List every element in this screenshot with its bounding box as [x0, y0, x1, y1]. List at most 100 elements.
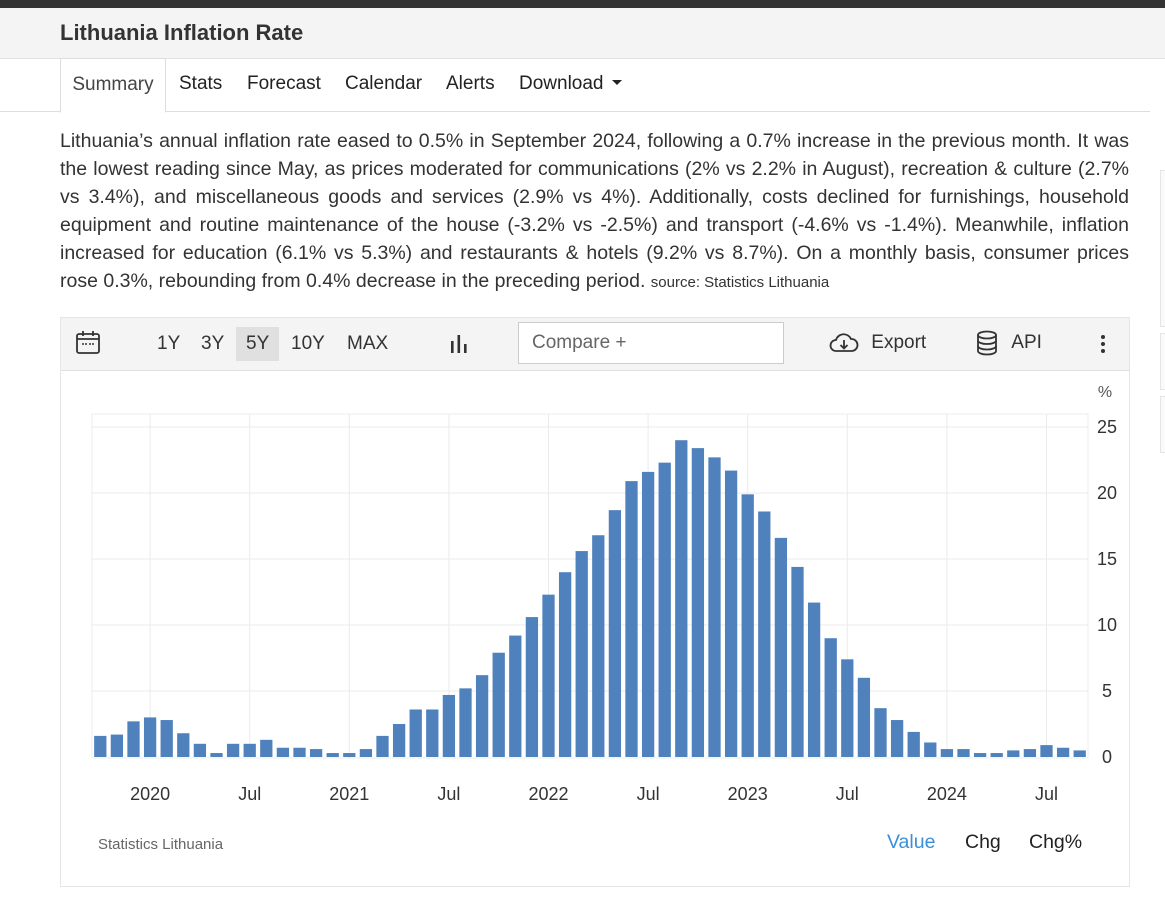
- bar-2023-11: [907, 731, 920, 757]
- bar-chart-icon[interactable]: [449, 333, 469, 361]
- period-5y[interactable]: 5Y: [236, 327, 280, 361]
- export-button[interactable]: Export: [828, 330, 926, 356]
- bar-2024-04: [990, 753, 1003, 757]
- bar-2020-07: [243, 743, 256, 757]
- y-tick-label: 25: [1097, 417, 1117, 437]
- y-tick-label: 10: [1097, 615, 1117, 635]
- x-tick-label: 2020: [130, 784, 170, 801]
- title-bar: Lithuania Inflation Rate: [0, 8, 1165, 59]
- bar-2022-09: [675, 440, 688, 757]
- bar-2020-05: [210, 753, 223, 757]
- bar-2023-04: [791, 566, 804, 757]
- period-1y[interactable]: 1Y: [157, 333, 181, 354]
- bar-2021-12: [525, 617, 539, 757]
- page-title: Lithuania Inflation Rate: [60, 20, 304, 45]
- bar-2021-08: [459, 688, 472, 757]
- bar-2023-05: [807, 602, 821, 757]
- bar-2023-07: [841, 659, 854, 757]
- summary-text: Lithuania’s annual inflation rate eased …: [60, 127, 1129, 297]
- bar-chart: 0 5 10 15 20 25% 2020 Jul 2021 Jul 2022 Jul 2023 Jul 2…: [91, 384, 1117, 801]
- bar-2021-09: [475, 675, 489, 757]
- x-tick-label: Jul: [238, 784, 261, 801]
- bar-2023-10: [890, 720, 904, 757]
- tab-bar: Summary Stats Forecast Calendar Alerts D…: [0, 58, 1150, 113]
- chg-percent-tab[interactable]: Chg%: [1029, 831, 1083, 853]
- x-tick-label: 2021: [329, 784, 369, 801]
- bar-2020-11: [309, 749, 323, 757]
- api-label: API: [1011, 332, 1042, 354]
- bar-2020-10: [293, 747, 306, 757]
- side-panel-edge: [1160, 333, 1165, 390]
- bar-2021-07: [442, 694, 456, 757]
- bar-2024-08: [1056, 747, 1070, 757]
- bar-2023-06: [824, 638, 837, 757]
- tab-download-label: Download: [519, 73, 604, 94]
- value-tab[interactable]: Value: [887, 831, 936, 853]
- calendar-icon[interactable]: [75, 330, 101, 362]
- bar-2022-11: [708, 457, 721, 757]
- x-tick-label: Jul: [836, 784, 859, 801]
- bar-2021-11: [509, 635, 522, 757]
- bar-2023-08: [857, 677, 871, 757]
- top-strip: [0, 0, 1165, 8]
- chart-toolbar: 1Y 3Y 5Y 10Y MAX Export API: [61, 318, 1129, 371]
- period-3y[interactable]: 3Y: [201, 333, 225, 354]
- bar-2024-07: [1040, 745, 1053, 757]
- caret-down-icon: [611, 79, 622, 85]
- tab-download[interactable]: Download: [519, 58, 622, 111]
- bar-2022-05: [608, 510, 622, 757]
- x-tick-label: 2024: [927, 784, 967, 801]
- chart-container: 1Y 3Y 5Y 10Y MAX Export API 0 5 10 15 20 25% 2…: [60, 317, 1130, 887]
- api-button[interactable]: API: [976, 330, 1042, 356]
- bar-2024-06: [1023, 749, 1037, 757]
- bar-2021-04: [392, 724, 406, 757]
- x-tick-label: 2022: [528, 784, 568, 801]
- cloud-download-icon: [829, 333, 859, 352]
- bar-2023-12: [924, 742, 937, 757]
- summary-body: Lithuania’s annual inflation rate eased …: [60, 130, 1129, 292]
- bar-2021-01: [343, 753, 356, 757]
- bar-2022-02: [558, 572, 572, 757]
- bar-2020-01: [143, 717, 157, 757]
- bar-2022-06: [625, 481, 638, 757]
- compare-input[interactable]: [518, 322, 784, 364]
- y-tick-label: 15: [1097, 549, 1117, 569]
- tab-stats[interactable]: Stats: [179, 73, 223, 94]
- tab-summary[interactable]: Summary: [60, 58, 166, 113]
- x-tick-label: Jul: [1035, 784, 1058, 801]
- plot-area: [91, 413, 1089, 759]
- bar-2021-02: [359, 749, 373, 757]
- bar-2019-12: [127, 721, 140, 757]
- bar-2020-04: [193, 743, 207, 757]
- bar-2023-09: [874, 708, 887, 757]
- summary-source: source: Statistics Lithuania: [650, 274, 830, 291]
- y-tick-label: 20: [1097, 483, 1117, 503]
- tab-calendar[interactable]: Calendar: [345, 73, 423, 94]
- bar-2022-03: [575, 551, 588, 757]
- chg-tab[interactable]: Chg: [965, 831, 1001, 853]
- bar-2023-01: [741, 494, 754, 757]
- y-tick-label: 5: [1102, 681, 1112, 701]
- bar-2023-03: [774, 537, 788, 757]
- y-axis-unit: %: [1098, 384, 1112, 401]
- bar-2020-06: [226, 743, 240, 757]
- bar-2021-03: [376, 735, 389, 757]
- vertical-dots-icon[interactable]: [1096, 333, 1110, 361]
- bar-2022-08: [658, 462, 671, 757]
- bar-2019-10: [94, 735, 107, 757]
- bar-2024-09: [1073, 750, 1086, 757]
- bar-2020-08: [260, 739, 273, 757]
- side-panel-edge: [1160, 396, 1165, 453]
- chart-source: Statistics Lithuania: [98, 836, 224, 853]
- bar-2023-02: [758, 511, 771, 757]
- period-10y[interactable]: 10Y: [291, 333, 325, 354]
- bar-2020-02: [160, 720, 173, 757]
- tab-forecast[interactable]: Forecast: [247, 73, 321, 94]
- x-tick-label: Jul: [437, 784, 460, 801]
- period-max[interactable]: MAX: [347, 333, 389, 354]
- bar-2022-07: [641, 471, 655, 757]
- tab-alerts[interactable]: Alerts: [446, 73, 495, 94]
- x-tick-label: 2023: [728, 784, 768, 801]
- export-label: Export: [871, 332, 927, 354]
- bar-2020-12: [326, 753, 339, 757]
